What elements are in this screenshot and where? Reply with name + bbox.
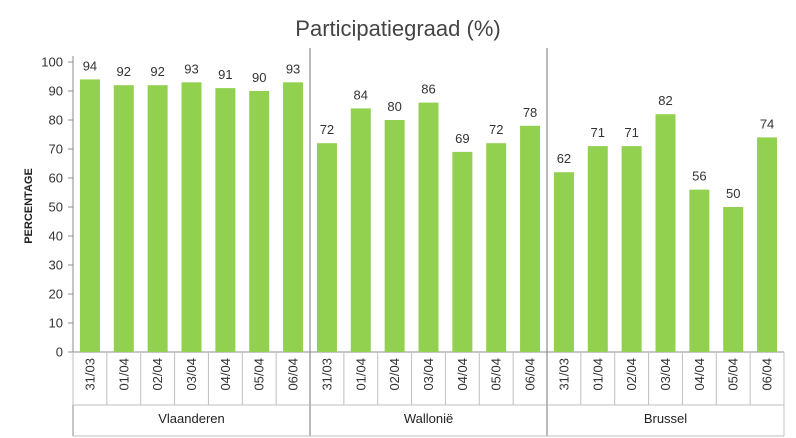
bar [113, 85, 134, 352]
bar [350, 108, 371, 353]
bar [452, 151, 473, 352]
chart-title: Participatiegraad (%) [295, 16, 500, 41]
bar [316, 143, 337, 352]
bar [723, 207, 744, 352]
x-tick-label: 02/04 [624, 358, 639, 391]
bar-value-label: 86 [421, 82, 435, 97]
bar [249, 91, 270, 352]
bar-value-label: 93 [184, 61, 198, 76]
x-tick-label: 05/04 [252, 358, 267, 391]
y-tick-label: 70 [49, 142, 63, 157]
x-tick-label: 31/03 [556, 358, 571, 391]
y-tick-label: 0 [56, 345, 63, 360]
y-tick-label: 80 [49, 113, 63, 128]
group-label: Brussel [644, 411, 687, 426]
y-axis-label: PERCENTAGE [23, 168, 35, 244]
y-tick-label: 40 [49, 229, 63, 244]
bar-value-label: 72 [320, 122, 334, 137]
y-tick-label: 20 [49, 287, 63, 302]
x-tick-label: 31/03 [319, 358, 334, 391]
bar-value-label: 71 [624, 125, 638, 140]
bar [689, 189, 710, 352]
x-tick-label: 04/04 [692, 358, 707, 391]
x-tick-label: 06/04 [760, 358, 775, 391]
bar [384, 120, 405, 352]
bar-value-label: 84 [354, 87, 368, 102]
y-tick-label: 10 [49, 316, 63, 331]
x-tick-label: 02/04 [150, 358, 165, 391]
x-tick-label: 03/04 [421, 358, 436, 391]
y-tick-label: 100 [41, 55, 63, 70]
bar-value-label: 94 [83, 58, 97, 73]
y-tick-label: 30 [49, 258, 63, 273]
bar [757, 137, 778, 352]
bar [520, 125, 541, 352]
bar-value-label: 62 [557, 151, 571, 166]
labels-layer: 0 10 20 30 40 50 60 70 80 90 100 94 31/03 92 01/04 92 02… [41, 55, 774, 427]
y-tick-label: 50 [49, 200, 63, 215]
x-tick-label: 01/04 [353, 358, 368, 391]
bar [553, 172, 574, 352]
x-tick-label: 01/04 [590, 358, 605, 391]
bar-value-label: 56 [692, 169, 706, 184]
group-label: Vlaanderen [158, 411, 225, 426]
bar-value-label: 69 [455, 131, 469, 146]
x-tick-label: 06/04 [286, 358, 301, 391]
bar [215, 88, 236, 352]
bar-value-label: 71 [591, 125, 605, 140]
x-tick-label: 03/04 [658, 358, 673, 391]
bar-value-label: 72 [489, 122, 503, 137]
bar [147, 85, 168, 352]
x-tick-label: 03/04 [184, 358, 199, 391]
group-label: Wallonië [404, 411, 453, 426]
bar-value-label: 91 [218, 67, 232, 82]
bar-value-label: 90 [252, 70, 266, 85]
bar-value-label: 82 [658, 93, 672, 108]
y-tick-label: 60 [49, 171, 63, 186]
bar [418, 102, 439, 352]
bars-layer [79, 79, 778, 353]
x-tick-label: 02/04 [387, 358, 402, 391]
bar [621, 146, 642, 352]
bar-value-label: 80 [387, 99, 401, 114]
x-tick-label: 05/04 [726, 358, 741, 391]
bar-value-label: 92 [117, 64, 131, 79]
x-tick-label: 05/04 [489, 358, 504, 391]
bar [486, 143, 507, 352]
bar [181, 82, 202, 353]
x-tick-label: 31/03 [82, 358, 97, 391]
y-tick-label: 90 [49, 84, 63, 99]
bar [587, 146, 608, 352]
bar-value-label: 78 [523, 105, 537, 120]
x-tick-label: 04/04 [218, 358, 233, 391]
x-tick-label: 04/04 [455, 358, 470, 391]
bar [79, 79, 100, 353]
bar [655, 114, 676, 352]
x-tick-label: 06/04 [523, 358, 538, 391]
bar [283, 82, 304, 353]
bar-value-label: 92 [150, 64, 164, 79]
bar-value-label: 74 [760, 116, 774, 131]
x-tick-label: 01/04 [116, 358, 131, 391]
bar-value-label: 93 [286, 61, 300, 76]
bar-value-label: 50 [726, 186, 740, 201]
